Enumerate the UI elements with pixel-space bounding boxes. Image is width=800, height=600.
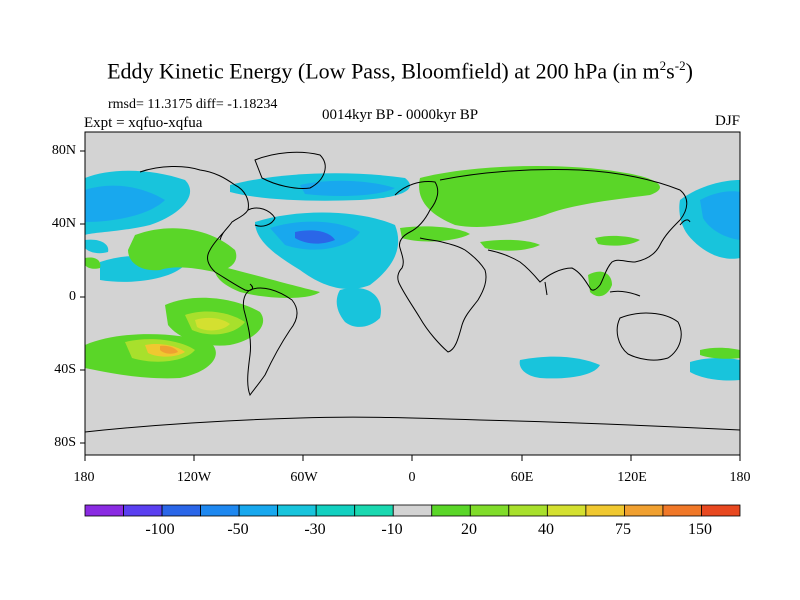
experiment-label: Expt = xqfuo-xqfua <box>84 115 203 131</box>
colorbar-label-4: -10 <box>381 521 403 538</box>
region-spac-jet-max <box>160 345 178 354</box>
field-contours <box>85 166 740 381</box>
colorbar-swatch <box>624 504 664 517</box>
lat-label-80s: 80S <box>54 435 76 450</box>
axis-ticks <box>80 150 741 461</box>
region-spac-east <box>690 358 740 381</box>
colorbar-swatch <box>200 504 240 517</box>
region-spac-subtrop-peak <box>195 317 230 331</box>
colorbar-swatch <box>585 504 625 517</box>
region-mideast <box>480 239 540 251</box>
region-eurasia <box>419 166 660 227</box>
colorbar-swatch <box>662 504 702 517</box>
colorbar-label-8: 150 <box>688 521 712 538</box>
coast-indonesia <box>609 290 641 297</box>
colorbar-label-6: 40 <box>538 521 554 538</box>
region-china <box>595 235 640 246</box>
coast-labrador <box>247 207 276 227</box>
colorbar-label-3: -30 <box>304 521 326 538</box>
colorbar-swatch <box>315 504 356 517</box>
lon-label-120e: 120E <box>617 470 647 485</box>
lon-label-180e: 180 <box>729 470 751 485</box>
coast-europe-africa <box>394 181 487 353</box>
coast-antarctica <box>85 416 740 433</box>
coast-south-america <box>242 287 298 397</box>
coast-asia <box>439 168 688 291</box>
coast-greenland <box>254 151 326 189</box>
region-sio <box>519 356 600 379</box>
region-natl-north-core <box>300 180 395 196</box>
colorbar-swatch <box>84 504 124 517</box>
colorbar-swatch <box>161 504 201 517</box>
lon-label-60w: 60W <box>290 470 318 485</box>
region-natl-deep <box>295 230 335 244</box>
colorbar-label-1: -100 <box>145 521 175 538</box>
colorbar-swatch <box>431 504 471 517</box>
colorbar-swatch <box>354 504 394 517</box>
lon-label-120w: 120W <box>176 470 212 485</box>
lat-label-0: 0 <box>69 289 76 304</box>
lat-label-40s: 40S <box>54 362 76 377</box>
region-subtrop-jet <box>214 265 320 298</box>
coast-north-america <box>139 166 253 291</box>
lat-label-80n: 80N <box>51 143 76 158</box>
colorbar-swatch <box>238 504 279 517</box>
coast-japan <box>679 219 691 226</box>
colorbar-swatch <box>508 504 548 517</box>
region-npac-core <box>85 185 165 222</box>
colorbar-swatch <box>123 504 163 517</box>
colorbar-label-2: -50 <box>227 521 249 538</box>
coastlines <box>85 151 740 433</box>
plot-title: Eddy Kinetic Energy (Low Pass, Bloomfiel… <box>107 58 693 84</box>
lon-label-60e: 60E <box>510 470 534 485</box>
region-npac-east-core <box>700 191 740 240</box>
lon-label-180w: 180 <box>73 470 95 485</box>
region-satl <box>336 287 381 327</box>
region-medit <box>400 226 470 242</box>
coast-australia <box>616 312 682 361</box>
region-west-edge <box>85 239 109 254</box>
region-west-pos <box>85 257 101 269</box>
region-spac-east-pos <box>700 347 740 359</box>
lat-label-40n: 40N <box>51 216 76 231</box>
stats-label: rmsd= 11.3175 diff= -1.18234 <box>108 97 278 112</box>
period-label: 0014kyr BP - 0000kyr BP <box>321 107 479 123</box>
region-subtrop-npac <box>128 228 237 272</box>
lon-label-0: 0 <box>408 470 416 485</box>
colorbar-swatch <box>469 504 510 517</box>
colorbar <box>84 504 741 517</box>
coast-india <box>544 281 548 296</box>
colorbar-swatch <box>392 504 433 517</box>
season-label: DJF <box>714 113 740 129</box>
colorbar-label-7: 75 <box>615 521 631 538</box>
colorbar-label-5: 20 <box>461 521 477 538</box>
colorbar-swatch <box>701 504 741 517</box>
colorbar-swatch <box>546 504 587 517</box>
colorbar-swatch <box>277 504 317 517</box>
